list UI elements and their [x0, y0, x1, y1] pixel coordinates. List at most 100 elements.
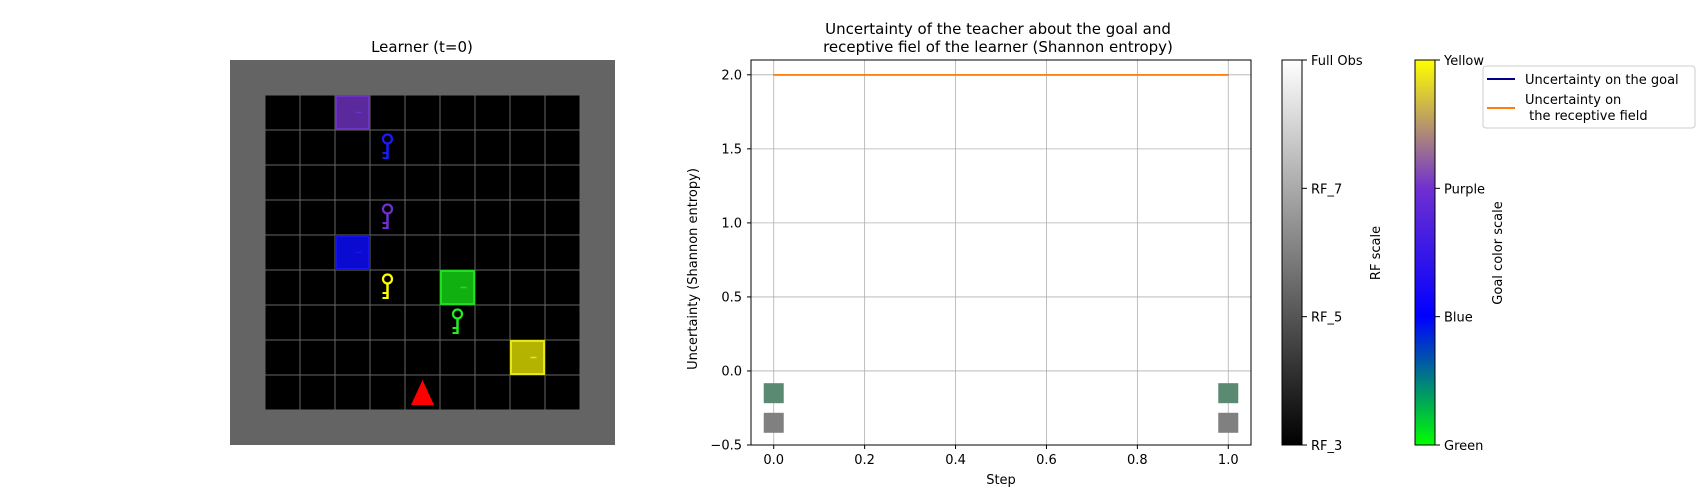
chart-title-line-2: receptive fiel of the learner (Shannon e…	[823, 38, 1173, 56]
legend-label-receptive-field: Uncertainty on the receptive field	[1525, 93, 1648, 124]
chart-y-axis-label: Uncertainty (Shannon entropy)	[686, 168, 701, 370]
chart-gridlines	[751, 60, 1251, 446]
grid-cell	[299, 199, 336, 236]
legend-label-goal: Uncertainty on the goal	[1525, 73, 1679, 88]
grid-cell	[369, 374, 406, 411]
grid-cell	[509, 199, 546, 236]
grid-cell	[474, 304, 511, 341]
purple-key-icon	[381, 203, 394, 229]
y-tick-label: −0.5	[710, 439, 742, 454]
grid-cell	[509, 374, 546, 411]
grid-cell	[404, 234, 441, 271]
colorbar-tick-label: Purple	[1444, 182, 1485, 197]
green-door	[440, 270, 475, 305]
colorbar-tick-label: RF_3	[1311, 439, 1342, 454]
colorbar-tick-label: RF_7	[1311, 182, 1342, 197]
grid-cell	[544, 304, 581, 341]
y-tick-label: 1.0	[721, 216, 742, 231]
grid-cell	[509, 94, 546, 131]
grid-agent	[411, 380, 434, 405]
grid-cell	[299, 269, 336, 306]
chart-y-ticks: −0.5 0.0 0.5 1.0 1.5 2.0	[710, 68, 751, 454]
grid-cell	[404, 269, 441, 306]
grid-cell	[474, 269, 511, 306]
grid-cell	[299, 129, 336, 166]
grid-cell	[334, 199, 371, 236]
colorbar-tick-label: RF_5	[1311, 311, 1342, 326]
grid-cell	[474, 234, 511, 271]
grid-cell	[369, 339, 406, 376]
rf-colorbar: RF_3 RF_5 RF_7 Full Obs RF scale	[1281, 54, 1384, 454]
grid-cell	[544, 234, 581, 271]
grid-cell	[544, 199, 581, 236]
goal-colorbar: Green Blue Purple Yellow Goal color scale	[1414, 54, 1506, 454]
chart-square-marker	[1218, 383, 1239, 404]
grid-cell	[334, 339, 371, 376]
grid-cell	[544, 164, 581, 201]
grid-cell	[474, 164, 511, 201]
grid-cell	[264, 339, 301, 376]
grid-cell	[544, 129, 581, 166]
grid-cell	[299, 304, 336, 341]
grid-cell	[544, 339, 581, 376]
grid-cell	[404, 339, 441, 376]
legend-box	[1482, 65, 1696, 129]
grid-cell	[334, 269, 371, 306]
grid-cell	[474, 94, 511, 131]
grid-cell	[474, 199, 511, 236]
purple-door	[335, 95, 370, 130]
yellow-key-icon	[381, 273, 394, 299]
grid-cell	[369, 164, 406, 201]
uncertainty-chart: Uncertainty of the teacher about the goa…	[686, 20, 1252, 488]
x-tick-label: 0.2	[854, 453, 875, 468]
grid-keys	[381, 133, 464, 334]
grid-cell	[509, 234, 546, 271]
y-tick-label: 0.0	[721, 364, 742, 379]
grid-cell	[544, 269, 581, 306]
grid-cell	[404, 199, 441, 236]
grid-cell	[404, 129, 441, 166]
rf-colorbar-gradient	[1281, 59, 1303, 446]
grid-cell	[439, 164, 476, 201]
grid-cell	[404, 304, 441, 341]
grid-cell	[264, 94, 301, 131]
grid-cell	[334, 374, 371, 411]
colorbar-tick-label: Blue	[1444, 311, 1473, 326]
grid-cell	[369, 234, 406, 271]
chart-square-marker	[1218, 412, 1239, 433]
grid-cell	[544, 94, 581, 131]
grid-cell	[439, 339, 476, 376]
chart-square-marker	[763, 412, 784, 433]
grid-cell	[439, 199, 476, 236]
rf-colorbar-ticks: RF_3 RF_5 RF_7 Full Obs	[1302, 54, 1363, 454]
grid-cell	[264, 269, 301, 306]
x-tick-label: 0.4	[945, 453, 966, 468]
y-tick-label: 1.5	[721, 142, 742, 157]
grid-cell	[334, 164, 371, 201]
grid-cell	[299, 374, 336, 411]
goal-colorbar-label: Goal color scale	[1491, 201, 1506, 304]
grid-cell	[404, 164, 441, 201]
yellow-door	[510, 340, 545, 375]
grid-panel-title: Learner (t=0)	[371, 38, 473, 56]
grid-cell	[334, 129, 371, 166]
y-tick-label: 0.5	[721, 290, 742, 305]
grid-cell	[264, 199, 301, 236]
chart-square-marker	[763, 383, 784, 404]
colorbar-tick-label: Green	[1444, 439, 1483, 454]
grid-doors	[335, 95, 545, 375]
grid-cell	[299, 164, 336, 201]
chart-x-ticks: 0.0 0.2 0.4 0.6 0.8 1.0	[763, 445, 1239, 468]
grid-cell	[474, 374, 511, 411]
green-key-icon	[451, 308, 464, 334]
chart-axes-frame	[750, 59, 1252, 446]
x-tick-label: 0.0	[763, 453, 784, 468]
grid-cell	[439, 129, 476, 166]
x-tick-label: 0.8	[1127, 453, 1148, 468]
chart-legend: Uncertainty on the goal Uncertainty on t…	[1482, 65, 1696, 129]
grid-cell	[509, 129, 546, 166]
grid-cell	[369, 304, 406, 341]
grid-cell	[264, 164, 301, 201]
learner-grid-panel: Learner (t=0)	[230, 38, 615, 445]
